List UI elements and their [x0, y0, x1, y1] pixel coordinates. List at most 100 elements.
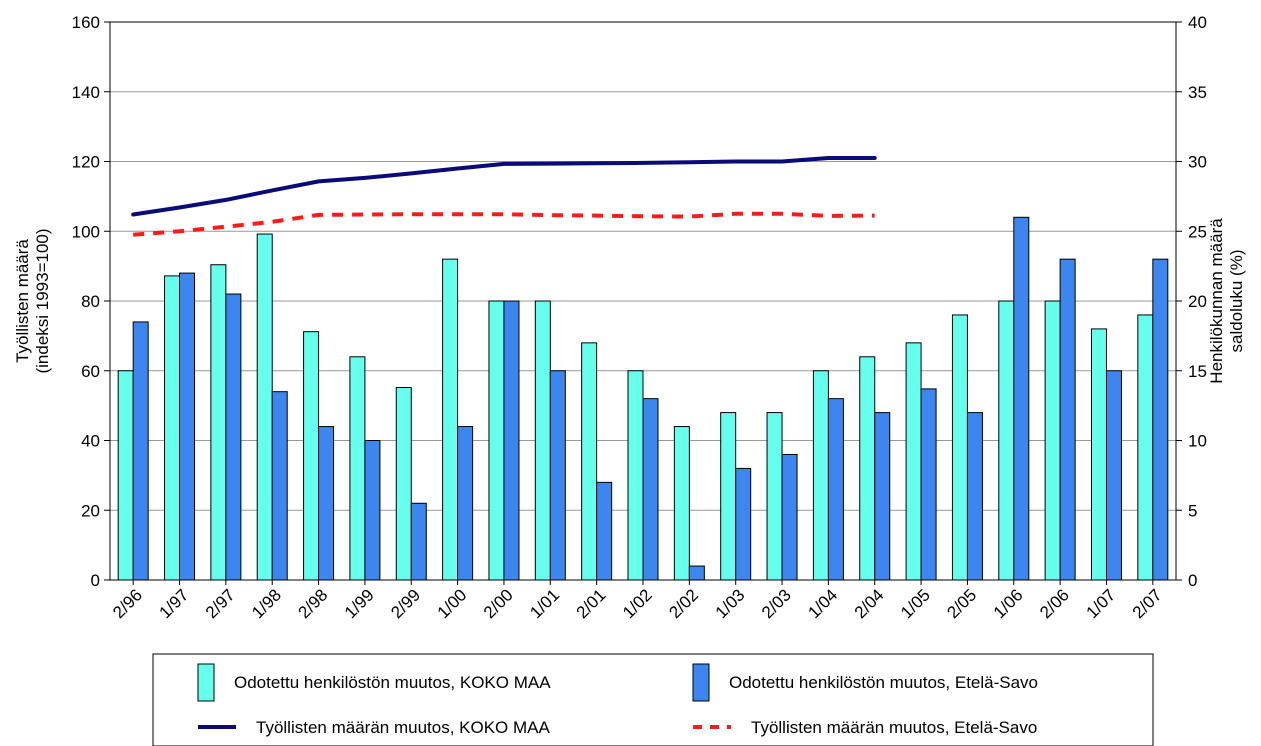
bar-koko-maa: [534, 300, 551, 581]
x-tick-label: 2/98: [295, 585, 332, 622]
legend: Odotettu henkilöstön muutos, KOKO MAA Odo…: [152, 653, 1154, 746]
x-tick-label: 2/99: [387, 585, 424, 622]
right-tick-label: 0: [1188, 571, 1197, 590]
bar-koko-maa: [117, 370, 134, 581]
x-tick-label: 1/03: [712, 585, 749, 622]
left-tick-label: 120: [72, 153, 100, 172]
bar-etela-savo: [874, 412, 891, 581]
left-tick-label: 100: [72, 222, 100, 241]
x-tick-label: 1/02: [619, 585, 656, 622]
bar-etela-savo: [179, 272, 196, 581]
bar-koko-maa: [998, 300, 1015, 581]
right-tick-label: 25: [1188, 222, 1207, 241]
bar-koko-maa: [1137, 314, 1154, 581]
right-tick-label: 30: [1188, 153, 1207, 172]
right-axis-ticks: 0 5 10 15 20 25 30 35 40: [1176, 13, 1207, 590]
bar-koko-maa: [303, 331, 320, 581]
legend-label: Työllisten määrän muutos, KOKO MAA: [256, 718, 550, 737]
legend-swatch-koko-maa: [197, 663, 215, 702]
bar-etela-savo: [781, 453, 798, 581]
bar-koko-maa: [1044, 300, 1061, 581]
bar-etela-savo: [1152, 258, 1169, 581]
legend-label: Työllisten määrän muutos, Etelä-Savo: [751, 718, 1037, 737]
bar-koko-maa: [349, 356, 366, 581]
bar-etela-savo: [920, 388, 937, 581]
axis-label-line: (indeksi 1993=100): [33, 228, 52, 373]
bar-koko-maa: [488, 300, 505, 581]
legend-box: [152, 653, 1154, 746]
left-tick-label: 0: [91, 571, 100, 590]
bar-etela-savo: [364, 440, 381, 581]
bar-etela-savo: [271, 391, 288, 581]
bar-etela-savo: [1105, 370, 1122, 581]
bar-koko-maa: [720, 412, 737, 581]
bar-etela-savo: [966, 412, 983, 581]
left-tick-label: 80: [81, 292, 100, 311]
bar-koko-maa: [581, 342, 598, 581]
left-tick-label: 40: [81, 432, 100, 451]
bar-etela-savo: [457, 426, 474, 581]
left-tick-label: 20: [81, 501, 100, 520]
x-tick-label: 2/02: [665, 585, 702, 622]
bar-etela-savo: [410, 502, 427, 581]
x-tick-label: 2/03: [758, 585, 795, 622]
bar-koko-maa: [951, 314, 968, 581]
bar-group: [117, 216, 1169, 581]
x-tick-label: 2/04: [851, 585, 888, 622]
right-tick-label: 10: [1188, 432, 1207, 451]
left-axis-label: Työllisten määrä(indeksi 1993=100): [13, 228, 52, 373]
bar-koko-maa: [164, 275, 181, 581]
left-tick-label: 140: [72, 83, 100, 102]
bar-koko-maa: [256, 233, 273, 581]
x-tick-label: 2/07: [1129, 585, 1166, 622]
right-tick-label: 15: [1188, 362, 1207, 381]
left-axis-ticks: 0 20 40 60 80 100 120 140 160: [72, 13, 110, 590]
right-tick-label: 5: [1188, 501, 1197, 520]
bar-koko-maa: [905, 342, 922, 581]
bar-etela-savo: [225, 293, 242, 581]
bar-etela-savo: [132, 321, 149, 581]
x-tick-label: 1/04: [804, 585, 841, 622]
x-tick-label: 1/98: [248, 585, 285, 622]
x-tick-label: 2/05: [943, 585, 980, 622]
line-etela-savo: [133, 211, 875, 237]
bar-etela-savo: [318, 426, 335, 581]
right-axis-label: Henkilökunnan määräsaldoluku (%): [1207, 218, 1246, 384]
bar-koko-maa: [766, 412, 783, 581]
legend-label: Odotettu henkilöstön muutos, Etelä-Savo: [729, 673, 1038, 692]
bar-koko-maa: [859, 356, 876, 581]
bar-koko-maa: [1090, 328, 1107, 581]
bar-koko-maa: [210, 264, 227, 581]
bar-etela-savo: [549, 370, 566, 581]
x-tick-label: 1/06: [990, 585, 1027, 622]
bar-etela-savo: [596, 481, 613, 581]
bar-koko-maa: [812, 370, 829, 581]
x-tick-label: 2/96: [109, 585, 146, 622]
x-tick-label: 1/05: [897, 585, 934, 622]
bar-koko-maa: [442, 258, 459, 581]
axis-label-line: saldoluku (%): [1227, 250, 1246, 353]
left-tick-label: 160: [72, 13, 100, 32]
x-tick-label: 1/97: [156, 585, 193, 622]
bar-etela-savo: [827, 398, 844, 581]
bar-koko-maa: [673, 426, 690, 581]
right-tick-label: 40: [1188, 13, 1207, 32]
legend-label: Odotettu henkilöstön muutos, KOKO MAA: [234, 673, 551, 692]
x-tick-label: 1/01: [526, 585, 563, 622]
bar-etela-savo: [1059, 258, 1076, 581]
legend-swatch-etela-savo: [692, 663, 710, 702]
axis-label-line: Työllisten määrä: [13, 239, 32, 363]
bar-etela-savo: [688, 565, 705, 581]
x-tick-label: 2/06: [1036, 585, 1073, 622]
line-group: [131, 156, 877, 237]
bar-etela-savo: [1013, 216, 1030, 581]
bar-etela-savo: [735, 467, 752, 581]
bar-koko-maa: [395, 386, 412, 581]
x-tick-label: 1/00: [434, 585, 471, 622]
x-axis-ticks: 2/96 1/97 2/97 1/98 2/98 1/99 2/99 1/00 2/00 1/01…: [109, 580, 1166, 622]
bar-koko-maa: [627, 370, 644, 581]
x-tick-label: 1/99: [341, 585, 378, 622]
right-tick-label: 20: [1188, 292, 1207, 311]
x-tick-label: 2/00: [480, 585, 517, 622]
